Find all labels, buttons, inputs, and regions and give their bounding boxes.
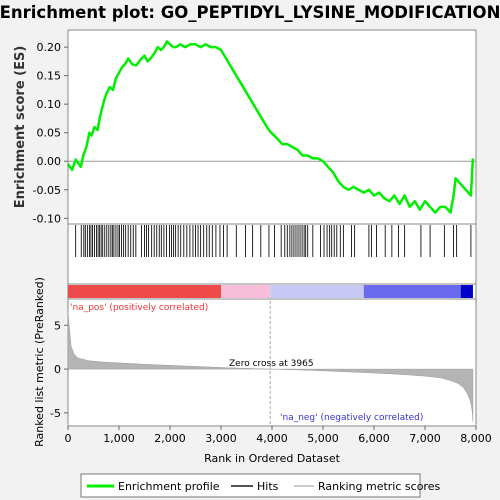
color-bar-segment [363,285,461,298]
metric-y-ticks: 5 0 -5 [50,319,68,420]
x-axis-ticks: 0 1,000 2,000 3,000 4,000 5,000 6,000 7,000 8,00… [65,426,492,445]
color-bar-segment [68,285,221,298]
es-y-ticks: 0.20 0.15 0.10 0.05 0.00 -0.05 -0.10 [33,41,68,225]
x-tick-label: 4,000 [256,432,288,445]
es-y-tick-label: 0.15 [37,70,62,83]
es-y-tick-label: 0.10 [37,98,62,111]
x-tick-label: 6,000 [358,432,390,445]
x-tick-label: 2,000 [154,432,186,445]
x-tick-label: 7,000 [409,432,441,445]
pos-correlated-label: 'na_pos' (positively correlated) [70,303,208,313]
legend-label-ranking-metric: Ranking metric scores [318,480,440,493]
hits-panel [67,223,477,285]
neg-correlated-label: 'na_neg' (negatively correlated) [280,413,423,423]
es-panel-frame [67,29,477,225]
es-y-axis-label: Enrichment score (ES) [13,46,28,209]
x-tick-label: 3,000 [205,432,237,445]
metric-y-tick-label: 5 [54,319,61,332]
metric-y-tick-label: 0 [54,363,61,376]
x-tick-label: 1,000 [103,432,135,445]
metric-y-axis-label: Ranked list metric (PreRanked) [33,277,46,447]
color-bar-segment [460,285,473,298]
metric-y-tick-label: -5 [50,407,61,420]
color-bar-segment [270,285,364,298]
zero-cross-label: Zero cross at 3965 [229,359,314,369]
x-tick-label: 0 [65,432,72,445]
es-y-tick-label: -0.10 [33,212,61,225]
metric-panel-frame [67,298,477,427]
hits-panel-frame [67,223,477,285]
ranking-metric-area [67,312,474,422]
chart-title: Enrichment plot: GO_PEPTIDYL_LYSINE_MODI… [0,3,500,22]
enrichment-profile-line [66,40,475,214]
x-tick-label: 8,000 [460,432,492,445]
es-y-tick-label: -0.05 [33,184,61,197]
x-axis-label: Rank in Ordered Dataset [204,452,341,465]
color-bar-segment [221,285,271,298]
ranking-color-bar [67,283,477,300]
color-bar-segments [68,285,473,298]
es-y-tick-label: 0.00 [37,155,62,168]
es-y-tick-label: 0.05 [37,127,62,140]
es-panel: 0.20 0.15 0.10 0.05 0.00 -0.05 -0.10 Enrichmen… [13,29,477,225]
metric-panel: 5 0 -5 'na_pos' (positively correlated) Ze… [33,277,477,447]
legend-label-enrichment-profile: Enrichment profile [118,480,220,493]
x-tick-label: 5,000 [307,432,339,445]
legend: Enrichment profile Hits Ranking metric s… [80,473,440,498]
hit-markers [75,225,472,257]
legend-label-hits: Hits [257,480,279,493]
es-y-tick-label: 0.20 [37,41,62,54]
